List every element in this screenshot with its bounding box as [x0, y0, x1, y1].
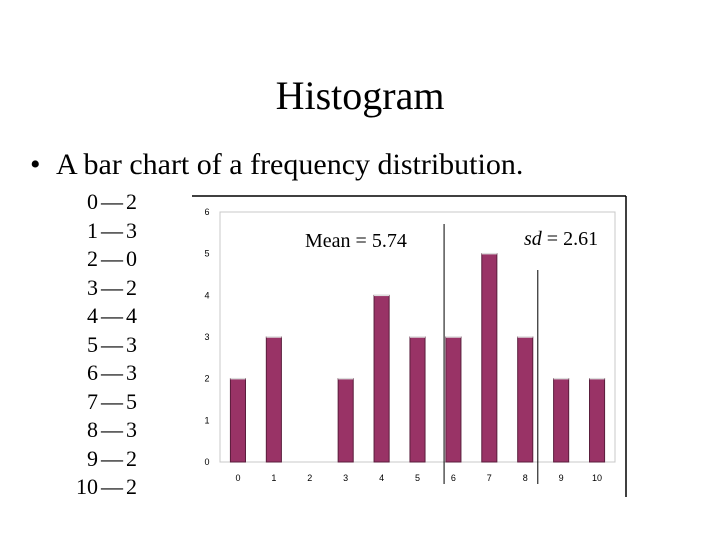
frequency-value: 5 — [87, 331, 98, 357]
frequency-value: 9 — [87, 445, 98, 471]
x-tick-label: 5 — [415, 473, 420, 483]
frequency-separator: — — [101, 189, 123, 214]
histogram-bar — [373, 294, 390, 463]
x-tick-label: 7 — [487, 473, 492, 483]
frequency-value: 10 — [76, 474, 98, 499]
histogram-bar — [589, 378, 606, 463]
frequency-count: 3 — [126, 417, 137, 442]
x-tick-label: 4 — [379, 473, 384, 483]
x-tick-label: 0 — [235, 473, 240, 483]
x-tick-label: 1 — [271, 473, 276, 483]
x-tick-label: 2 — [307, 473, 312, 483]
y-tick-label: 2 — [204, 374, 209, 384]
x-tick-label: 9 — [559, 473, 564, 483]
mean-label: Mean = 5.74 — [305, 230, 407, 252]
frequency-separator: — — [101, 303, 123, 328]
x-tick-label: 10 — [592, 473, 602, 483]
frequency-separator: — — [101, 217, 123, 243]
frequency-row: 1—3 — [72, 217, 137, 246]
frequency-table: 0—2 1—3 2—0 3—2 4—4 5—3 6—3 7—5 8—3 9—2 10—2 — [72, 188, 137, 502]
bullet-text: A bar chart of a frequency distribution. — [56, 148, 524, 181]
sd-symbol: sd — [524, 228, 542, 250]
frequency-row: 7—5 — [72, 388, 137, 417]
frequency-value: 4 — [87, 303, 98, 328]
frequency-separator: — — [101, 388, 123, 414]
frequency-value: 2 — [87, 246, 98, 271]
y-tick-label: 3 — [204, 332, 209, 342]
frequency-value: 7 — [87, 388, 98, 414]
slide-title: Histogram — [275, 73, 445, 118]
bullet-symbol: • — [30, 148, 41, 181]
frequency-count: 2 — [126, 445, 137, 471]
histogram-bar — [409, 336, 426, 463]
frequency-separator: — — [101, 360, 123, 385]
frequency-row: 4—4 — [72, 302, 137, 331]
frequency-value: 1 — [87, 217, 98, 243]
frequency-value: 0 — [87, 189, 98, 214]
x-tick-label: 8 — [523, 473, 528, 483]
y-tick-label: 4 — [204, 290, 209, 300]
y-tick-label: 5 — [204, 249, 209, 259]
y-tick-label: 1 — [204, 415, 209, 425]
frequency-count: 4 — [126, 303, 137, 328]
frequency-separator: — — [101, 331, 123, 357]
frequency-row: 0—2 — [72, 188, 137, 217]
histogram-bar — [229, 378, 246, 463]
frequency-separator: — — [101, 274, 123, 300]
frequency-count: 0 — [126, 246, 137, 271]
frequency-row: 8—3 — [72, 416, 137, 445]
frequency-separator: — — [101, 445, 123, 471]
histogram-bar — [265, 336, 282, 463]
histogram-bar — [337, 378, 354, 463]
frequency-row: 2—0 — [72, 245, 137, 274]
x-tick-label: 6 — [451, 473, 456, 483]
histogram-bar — [445, 336, 462, 463]
histogram-bar — [481, 253, 498, 463]
frequency-value: 3 — [87, 274, 98, 300]
frequency-value: 8 — [87, 417, 98, 442]
frequency-count: 3 — [126, 360, 137, 385]
histogram-bar — [517, 336, 534, 463]
frequency-value: 6 — [87, 360, 98, 385]
frequency-separator: — — [101, 246, 123, 271]
frequency-count: 3 — [126, 217, 137, 243]
frequency-row: 3—2 — [72, 274, 137, 303]
frequency-separator: — — [101, 417, 123, 442]
sd-label: sd = 2.61 — [524, 228, 598, 251]
frequency-row: 9—2 — [72, 445, 137, 474]
frequency-count: 5 — [126, 388, 137, 414]
bullet-point: • A bar chart of a frequency distribution… — [30, 148, 523, 182]
histogram-bar — [553, 378, 570, 463]
frequency-count: 3 — [126, 331, 137, 357]
frequency-count: 2 — [126, 474, 137, 499]
y-tick-label: 6 — [204, 207, 209, 217]
frequency-row: 6—3 — [72, 359, 137, 388]
frequency-row: 5—3 — [72, 331, 137, 360]
sd-value: = 2.61 — [546, 228, 599, 250]
x-tick-label: 3 — [343, 473, 348, 483]
frequency-separator: — — [101, 474, 123, 499]
frequency-count: 2 — [126, 189, 137, 214]
frequency-count: 2 — [126, 274, 137, 300]
frequency-row: 10—2 — [72, 473, 137, 502]
y-tick-label: 0 — [204, 457, 209, 467]
